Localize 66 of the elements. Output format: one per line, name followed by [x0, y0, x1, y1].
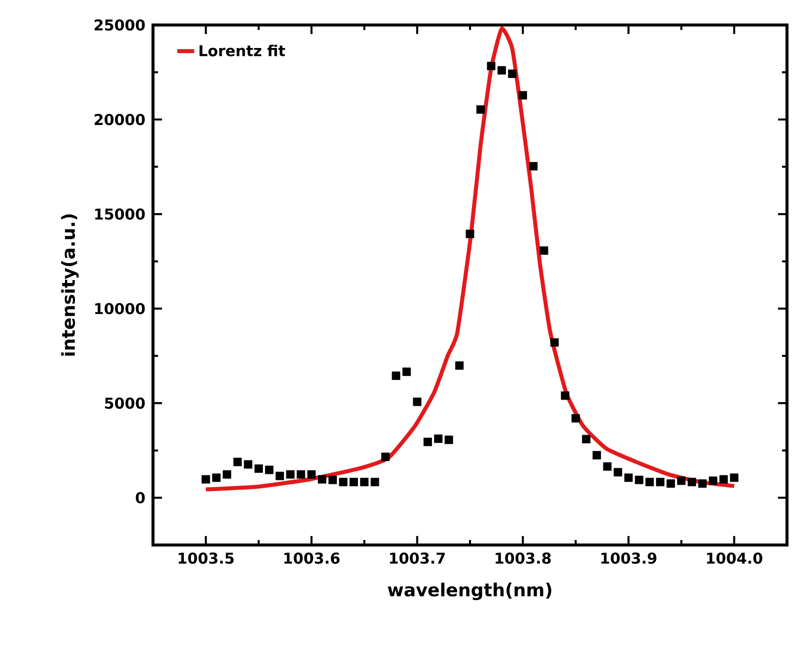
point [254, 464, 263, 473]
point [412, 398, 422, 406]
point [222, 470, 232, 479]
point [656, 478, 664, 486]
point [350, 478, 358, 486]
point [360, 478, 369, 486]
point [677, 476, 686, 485]
point [592, 450, 602, 460]
point [244, 460, 252, 469]
point [476, 105, 485, 114]
point [730, 473, 738, 482]
x-tick-label: 1003.8 [496, 552, 551, 564]
point [560, 391, 570, 400]
point [688, 478, 696, 486]
point [328, 476, 337, 484]
x-tick-label: 1003.5 [178, 552, 234, 564]
point [518, 91, 528, 100]
point [486, 62, 496, 70]
point [571, 414, 580, 422]
point [381, 452, 390, 462]
y-tick-label: 0 [136, 492, 145, 504]
point [339, 478, 348, 486]
point [202, 475, 210, 484]
y-tick-label: 10000 [95, 302, 145, 314]
y-tick-label: 25000 [94, 19, 145, 31]
point [719, 475, 728, 484]
point [424, 438, 432, 446]
y-tick-label: 20000 [94, 114, 145, 126]
y-axis-title: intensity(a.u.) [61, 214, 79, 356]
point [634, 476, 644, 484]
point [296, 470, 306, 479]
point [708, 476, 718, 485]
point [286, 470, 295, 479]
point [624, 473, 633, 482]
y-tick-label: 15000 [95, 208, 145, 220]
point [444, 436, 454, 444]
point [645, 478, 654, 486]
point [529, 162, 538, 170]
legend-label: Lorentz fit [200, 44, 286, 56]
point [265, 466, 274, 474]
point [402, 368, 411, 376]
point [212, 473, 221, 482]
x-tick-label: 1003.9 [601, 552, 656, 564]
point [233, 458, 242, 466]
point [698, 479, 707, 488]
point [455, 361, 464, 370]
point [614, 468, 622, 476]
point [508, 70, 516, 78]
point [666, 479, 675, 488]
point [370, 478, 380, 486]
point [392, 372, 400, 380]
point [582, 434, 590, 444]
x-tick-label: 1003.6 [284, 552, 340, 564]
point [276, 472, 284, 480]
point [318, 475, 326, 484]
x-tick-label: 1004.0 [707, 552, 762, 564]
point [498, 66, 506, 75]
point [550, 338, 559, 347]
point [603, 462, 612, 471]
point [540, 246, 548, 255]
y-tick-label: 5000 [105, 398, 145, 409]
point [434, 434, 443, 443]
point [466, 230, 474, 238]
x-tick-label: 1003.7 [390, 552, 445, 564]
point [307, 470, 316, 479]
x-axis-title: wavelength(nm) [388, 582, 552, 600]
